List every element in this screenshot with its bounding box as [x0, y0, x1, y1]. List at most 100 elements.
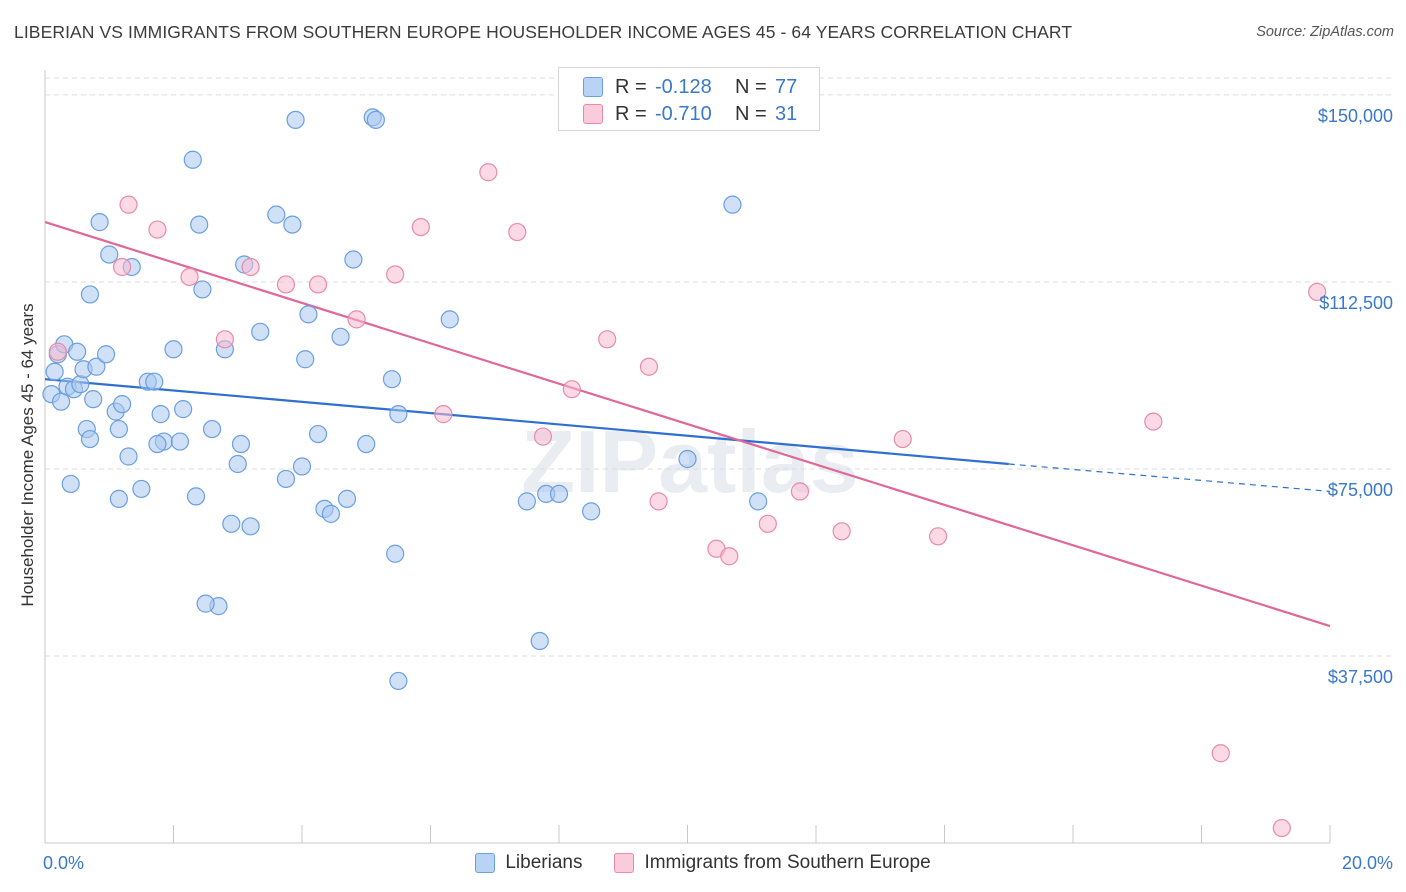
southern-europe-point: [562, 380, 581, 399]
liberian-point: [357, 434, 376, 454]
legend-row-liberians: R = -0.128 N = 77: [583, 74, 797, 100]
southern-europe-point: [276, 275, 296, 294]
legend-label-liberians: Liberians: [505, 852, 583, 873]
liberian-point: [299, 305, 318, 324]
liberian-trend-extension: [1008, 463, 1331, 493]
liberian-point: [440, 310, 459, 329]
data-points: [42, 108, 1327, 838]
legend-r-value: -0.710: [655, 102, 712, 125]
liberian-point: [582, 502, 601, 521]
southern-europe-point: [720, 547, 739, 566]
liberian-point: [321, 504, 341, 523]
liberian-point: [90, 213, 109, 232]
southern-europe-trend-line: [44, 221, 1331, 628]
legend-r-label: R =: [615, 75, 647, 98]
legend-swatch-blue: [475, 853, 496, 873]
liberian-point: [119, 447, 138, 466]
southern-europe-point: [758, 514, 777, 533]
liberian-point: [386, 544, 405, 563]
southern-europe-point: [112, 257, 132, 277]
liberian-point: [286, 110, 305, 129]
liberian-point: [151, 405, 170, 424]
southern-europe-point: [893, 429, 912, 449]
liberian-point: [96, 345, 116, 364]
liberian-point: [517, 492, 536, 511]
southern-europe-point: [308, 275, 328, 294]
liberian-point: [164, 340, 183, 359]
southern-europe-point: [508, 222, 527, 242]
southern-europe-point: [386, 265, 405, 284]
liberian-point: [549, 484, 569, 504]
x-tick-label-min: 0.0%: [43, 853, 84, 873]
liberian-point: [174, 400, 193, 419]
legend-r-label: R =: [615, 102, 647, 125]
southern-europe-point: [832, 522, 851, 541]
liberian-point: [170, 432, 190, 451]
liberian-point: [80, 285, 100, 304]
liberian-point: [109, 489, 128, 508]
southern-europe-point: [1272, 818, 1291, 838]
liberian-point: [251, 322, 270, 341]
liberian-point: [193, 280, 212, 299]
liberian-point: [80, 429, 100, 449]
liberian-point: [190, 215, 209, 234]
southern-europe-point: [928, 527, 948, 546]
grid-lines: [45, 77, 1392, 657]
liberian-point: [68, 342, 87, 361]
southern-europe-point: [119, 195, 138, 214]
y-tick-label: $75,000: [1328, 480, 1393, 500]
southern-europe-point: [1211, 744, 1230, 763]
y-tick-label: $112,500: [1319, 293, 1393, 313]
liberian-point: [145, 372, 164, 391]
chart-title: LIBERIAN VS IMMIGRANTS FROM SOUTHERN EUR…: [14, 22, 1073, 42]
southern-europe-point: [1144, 412, 1163, 431]
liberian-point: [231, 434, 251, 454]
liberian-point: [100, 245, 119, 264]
liberian-point: [132, 479, 151, 499]
liberian-point: [109, 419, 128, 439]
y-tick-label: $37,500: [1328, 667, 1393, 687]
southern-europe-point: [241, 257, 260, 277]
liberian-point: [228, 454, 247, 474]
southern-europe-point: [180, 267, 199, 287]
legend-r-value: -0.128: [655, 75, 712, 98]
liberian-point: [61, 474, 80, 494]
legend-item-liberians[interactable]: Liberians: [475, 852, 582, 874]
liberian-point: [382, 370, 402, 389]
liberian-point: [678, 449, 697, 469]
legend-item-southern-europe[interactable]: Immigrants from Southern Europe: [614, 852, 931, 874]
series-legend: Liberians Immigrants from Southern Europ…: [0, 852, 1406, 874]
legend-swatch-blue: [583, 77, 603, 97]
liberian-point: [331, 327, 350, 346]
y-tick-label: $150,000: [1318, 106, 1393, 126]
liberian-point: [296, 350, 315, 369]
southern-europe-point: [649, 492, 668, 511]
legend-n-value: 31: [775, 102, 798, 125]
southern-europe-point: [790, 482, 810, 501]
liberian-point: [71, 375, 90, 394]
southern-europe-point: [479, 163, 498, 182]
southern-europe-point: [434, 405, 453, 424]
southern-europe-point: [1308, 282, 1327, 302]
tick-labels: $37,500 $75,000 $112,500 $150,000 0.0% 20.0%: [43, 106, 1393, 873]
liberian-point: [186, 487, 206, 506]
x-tick-label-max: 20.0%: [1342, 853, 1393, 873]
liberian-point: [241, 517, 260, 536]
axes: [44, 70, 1331, 844]
liberian-point: [51, 392, 71, 411]
liberian-point: [202, 419, 222, 439]
liberian-point: [183, 150, 202, 169]
southern-europe-point: [533, 427, 553, 446]
liberian-point: [308, 424, 328, 444]
southern-europe-point: [639, 357, 659, 376]
liberian-point: [84, 390, 103, 409]
legend-label-southern-europe: Immigrants from Southern Europe: [644, 852, 931, 873]
liberian-point: [344, 250, 363, 269]
liberian-point: [87, 357, 106, 376]
liberian-point: [389, 405, 408, 424]
liberian-point: [148, 434, 167, 454]
correlation-legend: R = -0.128 N = 77 R = -0.710 N = 31: [558, 67, 820, 131]
legend-swatch-pink: [583, 104, 603, 124]
liberian-point: [389, 671, 408, 691]
